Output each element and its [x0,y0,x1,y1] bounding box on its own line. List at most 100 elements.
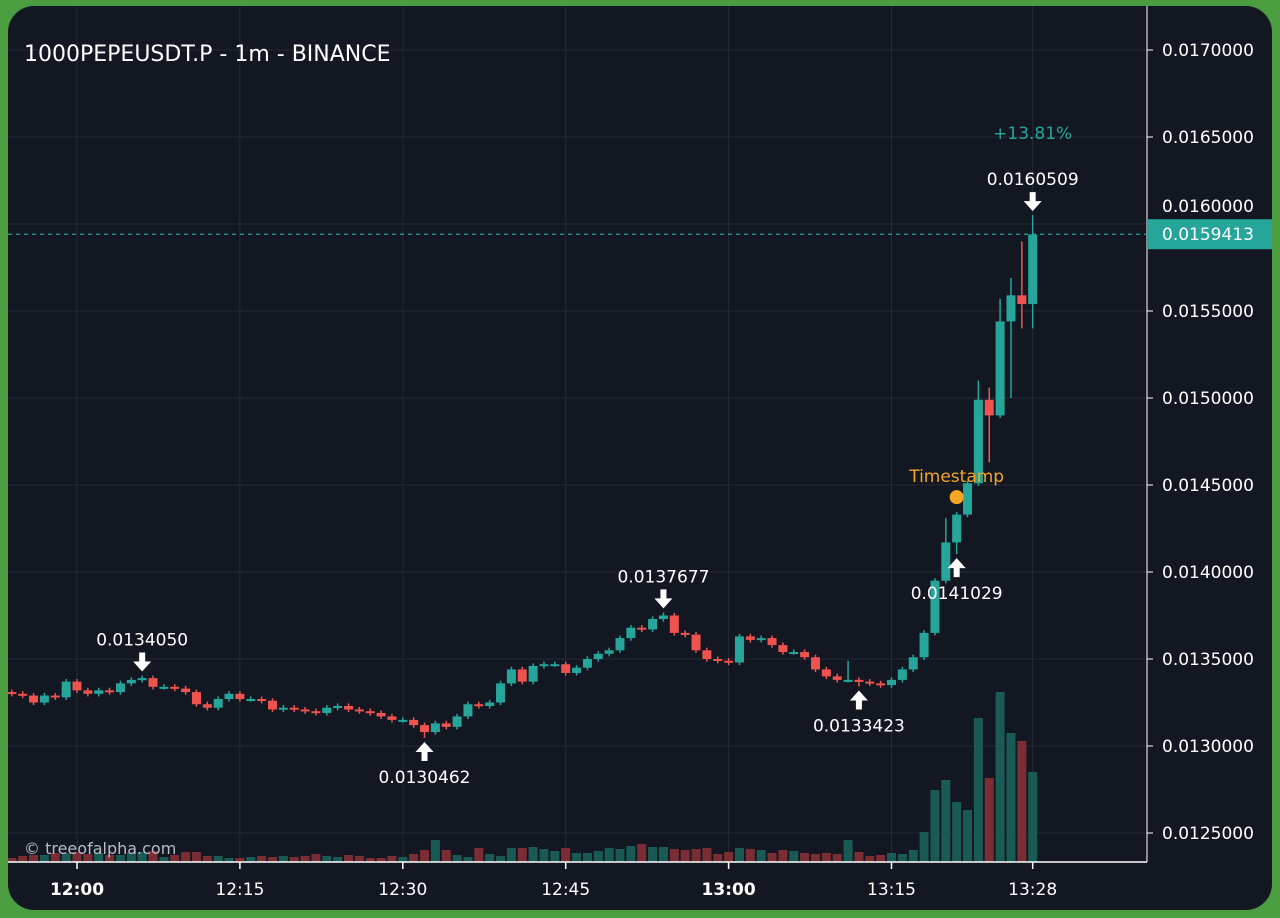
candle-body [702,650,712,659]
volume-bar [387,856,397,862]
volume-bar [39,855,49,862]
volume-bar [365,858,375,862]
candle-body [246,699,256,702]
volume-bar [50,853,60,862]
price-axis-label: 0.0145000 [1162,476,1254,496]
last-price-badge [1147,219,1272,250]
volume-bar [148,851,158,862]
volume-bar [181,852,191,862]
candle-body [691,634,701,651]
arrow-down-icon [654,589,673,609]
candlestick-chart[interactable]: 0.0170000 0.0165000 0.0160000 0.0155000 0.01… [8,6,1272,910]
candle-body [159,686,169,689]
candle-body [506,669,516,684]
last-price-label: 0.0159413 [1162,225,1254,245]
volume-bar [235,858,245,862]
volume-bar [952,802,962,862]
volume-bar [734,848,744,862]
volume-bar [18,856,28,862]
candle-body [496,683,506,703]
candle-body [713,659,723,661]
candle-body [311,711,321,714]
volume-bar [810,854,820,862]
candle-body [517,669,527,682]
candle-body [300,709,310,712]
candle-body [832,676,842,680]
watermark: © treeofalpha.com [24,839,176,858]
candle-body [441,723,451,727]
candle-body [572,667,582,673]
candle-body [181,688,191,693]
volume-bar [843,840,853,862]
candle-body [322,707,332,713]
price-axis-label: 0.0150000 [1162,389,1254,409]
price-axis-label: 0.0140000 [1162,563,1254,583]
candle-body [170,686,180,689]
volume-bar [582,853,592,862]
volume-bar [691,849,701,862]
volume-bar [756,850,766,862]
volume-bar [941,780,951,862]
volume-bar [789,851,799,862]
candle-body [202,704,212,708]
volume-bar [289,857,299,862]
arrow-up-icon [849,690,868,710]
candle-body [1028,234,1038,305]
candle-body [420,725,430,733]
change-percent-label: +13.81% [993,124,1072,144]
candle-body [463,704,473,717]
candle-body [289,707,299,710]
candle-body [658,615,668,619]
volume-bar [213,856,223,862]
volume-bar [767,853,777,862]
candle-body [333,705,343,708]
time-axis-label: 13:15 [867,880,916,900]
candle-body [50,695,60,698]
volume-bar [593,851,603,862]
volume-bar [930,790,940,862]
price-axis-label: 0.0160000 [1162,197,1254,217]
volume-bar [409,854,419,862]
candle-body [213,699,223,708]
candle-body [963,483,973,515]
candle-body [1006,295,1016,322]
volume-bar [126,853,136,862]
volume-bar [669,849,679,862]
candle-body [724,660,734,663]
volume-bar [430,840,440,862]
candle-body [257,699,267,702]
candle-body [8,692,17,695]
time-axis-label: 12:30 [378,880,427,900]
candle-body [930,580,940,633]
candle-body [148,678,158,687]
candle-body [485,702,495,706]
volume-bar [420,850,430,862]
volume-bar [115,855,125,862]
candle-body [669,615,679,633]
volume-bar [29,855,39,862]
volume-bar [637,844,647,862]
candle-body [908,657,918,670]
volume-bar [474,848,484,862]
candle-body [810,657,820,670]
candle-body [561,664,571,673]
candle-body [528,665,538,682]
time-axis-label: 12:00 [50,880,104,900]
volume-bar [1017,741,1027,862]
candle-body [344,705,353,710]
volume-bar [83,854,93,862]
high-price-label: 0.0160509 [987,170,1079,190]
candle-body [876,683,886,686]
candle-body [984,399,994,416]
candle-body [734,636,744,663]
volume-bar [506,848,516,862]
candle-body [941,542,951,581]
volume-bar [105,855,115,862]
candle-body [1017,295,1027,305]
volume-bar [376,858,386,862]
candle-body [137,678,147,681]
volume-bar [550,851,560,862]
price-axis-label: 0.0125000 [1162,824,1254,844]
volume-bar [778,850,788,862]
arrow-up-icon [947,558,966,578]
